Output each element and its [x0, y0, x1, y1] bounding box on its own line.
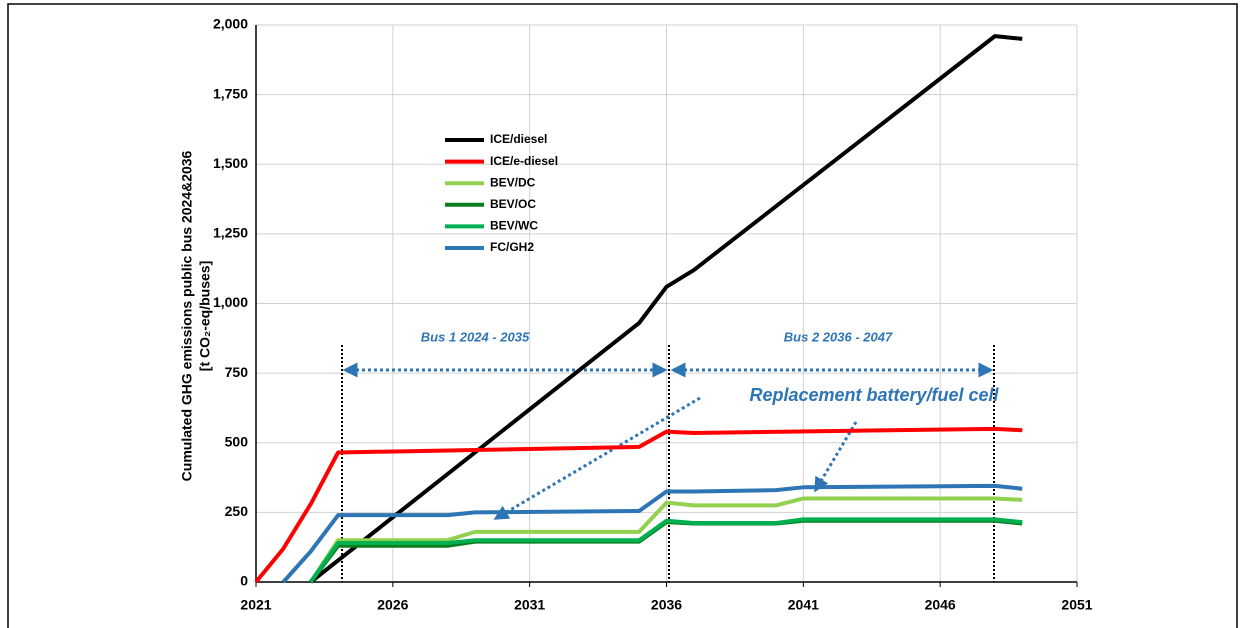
x-tick-label: 2036	[651, 597, 682, 613]
legend-label: BEV/OC	[490, 197, 536, 211]
y-tick-label: 1,000	[213, 294, 248, 310]
y-tick-label: 1,250	[213, 225, 248, 241]
series-line	[309, 496, 1023, 584]
y-axis-title: [t CO₂-eq/buses]	[197, 261, 213, 371]
y-tick-label: 1,500	[213, 155, 248, 171]
series-line	[309, 517, 1023, 584]
y-tick-label: 2,000	[213, 16, 248, 32]
x-tick-label: 2046	[925, 597, 956, 613]
annotation: Bus 1 2024 - 2035	[421, 329, 530, 344]
y-tick-label: 0	[240, 573, 248, 589]
x-tick-label: 2041	[788, 597, 819, 613]
legend-label: FC/GH2	[490, 240, 534, 254]
y-axis-title: Cumulated GHG emissions public bus 2024&…	[179, 150, 195, 481]
x-tick-label: 2026	[377, 597, 408, 613]
y-tick-label: 750	[225, 364, 249, 380]
legend-label: ICE/e-diesel	[490, 154, 558, 168]
y-tick-label: 250	[225, 503, 249, 519]
x-tick-label: 2021	[240, 597, 271, 613]
series-line	[281, 483, 1023, 584]
y-tick-label: 500	[225, 433, 249, 449]
series-line	[309, 34, 1023, 584]
series-line	[254, 426, 1023, 584]
legend-label: BEV/DC	[490, 175, 536, 189]
annotation: Replacement battery/fuel cell	[749, 385, 999, 405]
x-tick-label: 2031	[514, 597, 545, 613]
y-tick-label: 1,750	[213, 85, 248, 101]
legend-label: BEV/WC	[490, 219, 538, 233]
frame	[7, 3, 1238, 628]
annotation: Bus 2 2036 - 2047	[784, 329, 893, 344]
x-tick-label: 2051	[1061, 597, 1092, 613]
legend-label: ICE/diesel	[490, 132, 547, 146]
